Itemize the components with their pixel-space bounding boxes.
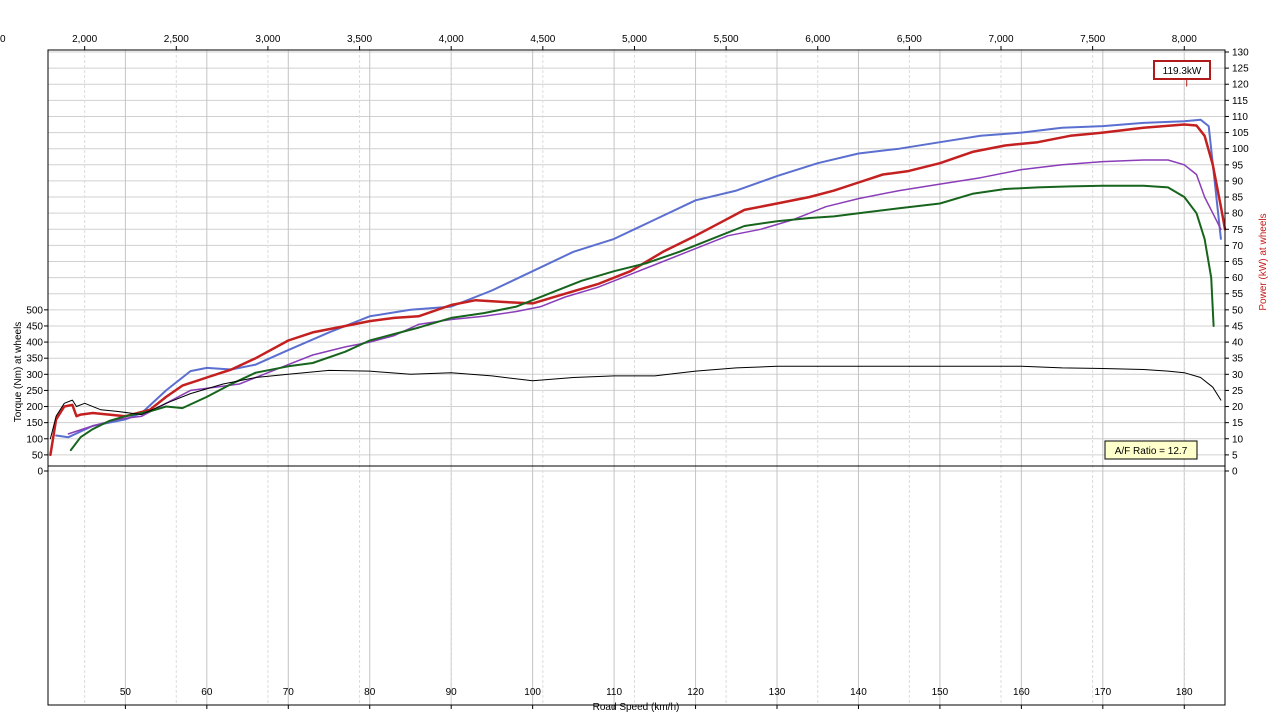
rpm-tick-label: 3,500 — [347, 34, 372, 45]
rpm-tick-label: 4,000 — [439, 34, 464, 45]
x-tick-label: 120 — [687, 687, 704, 698]
power-tick-label: 115 — [1232, 96, 1248, 107]
af-ratio-text: A/F Ratio = 12.7 — [1115, 446, 1188, 457]
series-line-4 — [69, 184, 1215, 452]
rpm-tick-label: 6,500 — [897, 34, 922, 45]
torque-tick-label: 0 — [37, 467, 43, 478]
peak-power-text: 119.3kW — [1163, 66, 1202, 77]
x-tick-label: 50 — [120, 687, 132, 698]
rpm-tick-label: 7,000 — [988, 34, 1013, 45]
power-tick-label: 120 — [1232, 80, 1249, 91]
power-tick-label: 100 — [1232, 144, 1249, 155]
torque-tick-label: 400 — [26, 338, 43, 349]
rpm-tick-label: 5,500 — [714, 34, 739, 45]
x-tick-label: 180 — [1176, 687, 1193, 698]
power-tick-label: 55 — [1232, 289, 1244, 300]
power-tick-label: 20 — [1232, 402, 1244, 413]
x-tick-label: 80 — [364, 687, 376, 698]
rpm-tick-label: 4,500 — [530, 34, 555, 45]
power-tick-label: 15 — [1232, 418, 1244, 429]
series-line-5 — [49, 365, 1222, 440]
rpm-tick-label: 2,000 — [72, 34, 97, 45]
power-tick-label: 105 — [1232, 128, 1249, 139]
power-tick-label: 85 — [1232, 193, 1244, 204]
torque-tick-label: 150 — [26, 418, 43, 429]
rpm-tick-label: 8,000 — [1172, 34, 1197, 45]
power-tick-label: 130 — [1232, 48, 1249, 59]
rpm-tick-label: 2,500 — [164, 34, 189, 45]
peak-power-label: 119.3kW — [1153, 60, 1211, 80]
right-axis-title: Power (kW) at wheels — [1258, 213, 1269, 310]
power-tick-label: 30 — [1232, 370, 1244, 381]
power-tick-label: 50 — [1232, 305, 1244, 316]
rpm-tick-label: 5,000 — [622, 34, 647, 45]
power-tick-label: 75 — [1232, 225, 1244, 236]
power-tick-label: 45 — [1232, 321, 1244, 332]
power-tick-label: 95 — [1232, 160, 1244, 171]
power-tick-label: 40 — [1232, 338, 1244, 349]
x-tick-label: 130 — [769, 687, 786, 698]
rpm-tick-label: 3,000 — [255, 34, 280, 45]
grid — [48, 50, 1225, 705]
power-tick-label: 90 — [1232, 176, 1244, 187]
series-line-1 — [55, 118, 1222, 439]
power-tick-label: 25 — [1232, 386, 1244, 397]
series-line-3 — [67, 159, 1222, 435]
x-tick-label: 150 — [932, 687, 949, 698]
torque-tick-label: 450 — [26, 321, 43, 332]
power-tick-label: 10 — [1232, 434, 1244, 445]
x-tick-label: 140 — [850, 687, 867, 698]
axes: 1,500 2,000 2,500 3,000 3,500 4,000 4,500 5,000… — [0, 34, 1249, 709]
x-tick-label: 160 — [1013, 687, 1030, 698]
x-tick-label: 100 — [524, 687, 541, 698]
x-tick-label: 110 — [606, 687, 622, 698]
torque-tick-label: 500 — [26, 305, 43, 316]
rpm-tick-label: 6,000 — [805, 34, 830, 45]
power-tick-label: 60 — [1232, 273, 1244, 284]
power-tick-label: 0 — [1232, 467, 1238, 478]
af-ratio-label: A/F Ratio = 12.7 — [1104, 440, 1198, 460]
x-tick-label: 170 — [1094, 687, 1111, 698]
power-tick-label: 65 — [1232, 257, 1244, 268]
left-axis-title: Torque (Nm) at wheels — [13, 322, 24, 423]
x-tick-label: 90 — [446, 687, 458, 698]
torque-tick-label: 200 — [26, 402, 43, 413]
power-tick-label: 35 — [1232, 354, 1244, 365]
x-tick-label: 70 — [283, 687, 295, 698]
torque-tick-label: 100 — [26, 434, 43, 445]
power-tick-label: 110 — [1232, 112, 1248, 123]
rpm-tick-label: 1,500 — [0, 34, 6, 45]
torque-tick-label: 300 — [26, 370, 43, 381]
torque-tick-label: 250 — [26, 386, 43, 397]
power-tick-label: 125 — [1232, 64, 1249, 75]
rpm-tick-label: 7,500 — [1080, 34, 1105, 45]
power-tick-label: 70 — [1232, 241, 1244, 252]
x-tick-label: 60 — [201, 687, 213, 698]
x-axis-title: Road Speed (km/h) — [593, 702, 680, 713]
series-layer — [49, 79, 1227, 457]
power-tick-label: 5 — [1232, 450, 1238, 461]
torque-tick-label: 350 — [26, 354, 43, 365]
power-tick-label: 80 — [1232, 209, 1244, 220]
torque-tick-label: 50 — [32, 450, 44, 461]
